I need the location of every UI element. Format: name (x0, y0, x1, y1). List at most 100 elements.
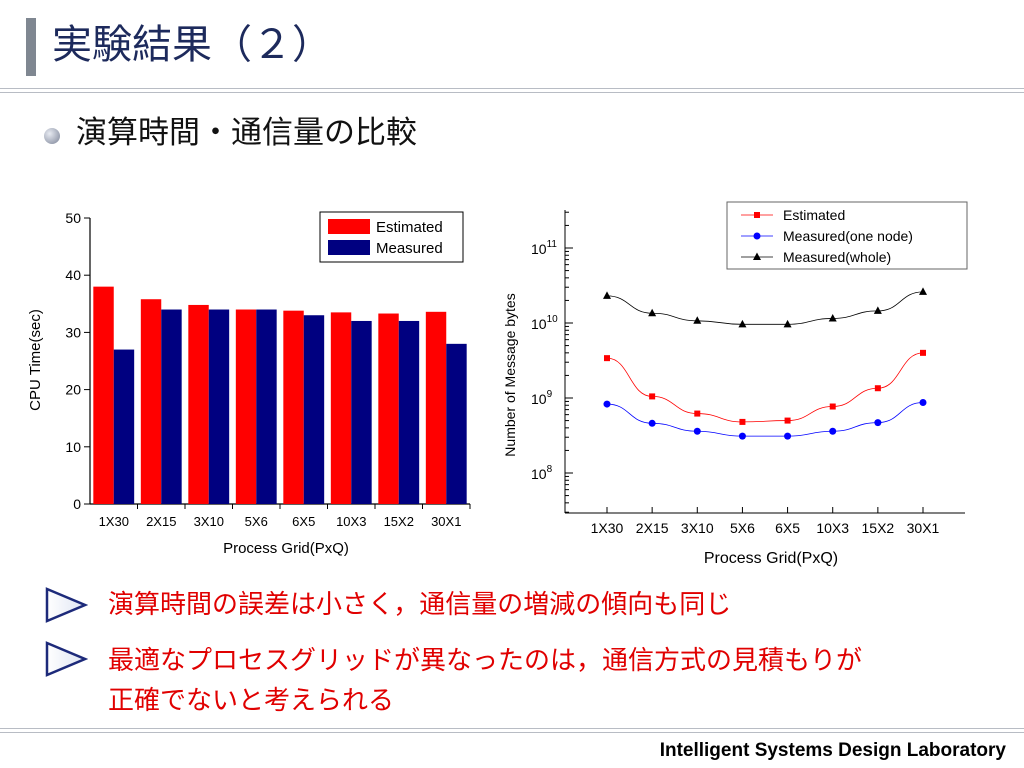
line-x-tick-label: 30X1 (907, 520, 940, 536)
note-2-line-1: 最適なプロセスグリッドが異なったのは，通信方式の見積もりが (108, 646, 863, 676)
line-x-tick-label: 10X3 (816, 520, 849, 536)
note-2-line-2: 正確でないと考えられる (108, 686, 395, 716)
bar-measured (208, 309, 230, 504)
bar-measured (113, 349, 135, 504)
bar-x-tick-label: 15X2 (384, 514, 414, 529)
slide-title: 実験結果（２） (52, 22, 332, 68)
line-series-point (649, 393, 656, 400)
bar-y-tick-label: 50 (65, 210, 81, 226)
bar-x-tick-label: 30X1 (431, 514, 461, 529)
line-y-tick-label: 1010 (531, 314, 558, 332)
line-x-tick-label: 5X6 (730, 520, 755, 536)
line-x-tick-label: 6X5 (775, 520, 800, 536)
bar-estimated (188, 304, 209, 504)
bar-y-tick-label: 40 (65, 267, 81, 283)
line-legend-label: Estimated (783, 207, 845, 223)
line-series-point (829, 403, 836, 410)
bar-estimated (283, 310, 304, 504)
line-chart-legend: Estimated Measured(one node) Measured(whol… (726, 201, 968, 270)
line-legend-marker (754, 212, 760, 218)
line-chart-axes (564, 210, 965, 514)
bar-chart-ticks: 0 10 20 30 40 50 1X30 2X15 3X10 5X6 6X5 10X3 15X2 30X… (65, 210, 471, 529)
note-2-marker (44, 640, 89, 682)
bar-chart-ylabel: CPU Time(sec) (27, 309, 44, 411)
line-series-path (606, 402, 924, 437)
line-series-point (784, 432, 792, 440)
bar-x-tick-label: 6X5 (292, 514, 315, 529)
line-series-point (693, 316, 702, 324)
bar-measured (161, 309, 182, 504)
bullet-icon (44, 128, 60, 144)
line-series-point (693, 427, 701, 435)
line-legend-box (726, 201, 968, 270)
message-bytes-line-chart: 108 109 1010 1011 1X30 2X15 3X10 5X6 6X5 10X3 15X2… (502, 201, 968, 567)
line-y-tick-label: 109 (531, 389, 553, 407)
line-series-2 (603, 399, 927, 440)
bar-x-tick-label: 10X3 (336, 514, 366, 529)
line-chart-xlabel: Process Grid(PxQ) (704, 550, 838, 567)
triangle-arrow-icon (45, 641, 89, 677)
line-series-point (919, 287, 927, 295)
line-chart-ticks: 108 109 1010 1011 1X30 2X15 3X10 5X6 6X5 10X3 15X2… (531, 211, 940, 536)
line-series-point (738, 432, 746, 440)
line-series-point (603, 400, 611, 408)
bar-estimated (378, 313, 399, 504)
bar-measured (256, 309, 277, 504)
bar-y-tick-label: 0 (73, 496, 81, 512)
line-series-point (694, 410, 701, 417)
line-series-3 (603, 287, 927, 328)
bar-estimated (425, 311, 447, 504)
cpu-time-bar-chart: 0 10 20 30 40 50 1X30 2X15 3X10 5X6 6X5 10X3 15X2 30X… (27, 210, 471, 557)
title-rule-top (0, 88, 1024, 89)
line-x-tick-label: 1X30 (591, 520, 624, 536)
slide-subtitle: 演算時間・通信量の比較 (76, 115, 417, 151)
line-series-point (739, 418, 746, 425)
line-series-point (920, 349, 926, 356)
line-series-point (783, 319, 792, 328)
bar-legend-label-estimated: Estimated (376, 219, 443, 236)
line-series-path (606, 291, 924, 325)
bar-legend-swatch-estimated (328, 219, 370, 234)
line-series-point (738, 319, 747, 328)
line-x-tick-label: 15X2 (862, 520, 895, 536)
bar-y-tick-label: 10 (65, 439, 81, 455)
bar-legend-label-measured: Measured (376, 240, 443, 257)
footer-rule-top (0, 728, 1024, 729)
line-legend-label: Measured(whole) (783, 249, 891, 265)
bar-estimated (93, 286, 114, 504)
bar-measured (303, 315, 325, 504)
bar-measured (446, 343, 467, 504)
footer-rule-bottom (0, 732, 1024, 733)
bar-y-tick-label: 20 (65, 382, 81, 398)
bar-estimated (330, 312, 352, 504)
line-series-point (648, 308, 657, 317)
bar-x-tick-label: 5X6 (245, 514, 268, 529)
line-series-point (784, 417, 791, 424)
line-series-point (603, 291, 611, 299)
line-chart-series (603, 287, 927, 440)
bar-measured (351, 320, 372, 504)
line-series-point (829, 427, 837, 435)
bar-chart-xlabel: Process Grid(PxQ) (223, 540, 349, 557)
bar-x-tick-label: 2X15 (146, 514, 176, 529)
bar-x-tick-label: 1X30 (99, 514, 129, 529)
line-chart-ylabel: Number of Message bytes (502, 293, 518, 456)
bar-x-tick-label: 3X10 (194, 514, 224, 529)
line-series-point (874, 385, 881, 392)
line-y-tick-label: 1011 (531, 239, 557, 257)
title-rule-bottom (0, 92, 1024, 93)
line-y-tick-label: 108 (531, 464, 553, 482)
line-series-point (604, 355, 610, 362)
bar-chart-bars (93, 286, 467, 504)
line-series-point (919, 399, 927, 407)
note-1-marker (44, 586, 89, 628)
bar-y-tick-label: 30 (65, 324, 81, 340)
line-series-1 (604, 349, 926, 425)
line-x-tick-label: 2X15 (636, 520, 669, 536)
line-legend-label: Measured(one node) (783, 228, 913, 244)
line-series-point (873, 306, 882, 314)
title-accent-bar (26, 18, 36, 76)
line-series-point (828, 313, 837, 322)
footer-lab-name: Intelligent Systems Design Laboratory (659, 740, 1006, 761)
line-legend-marker (753, 232, 761, 240)
